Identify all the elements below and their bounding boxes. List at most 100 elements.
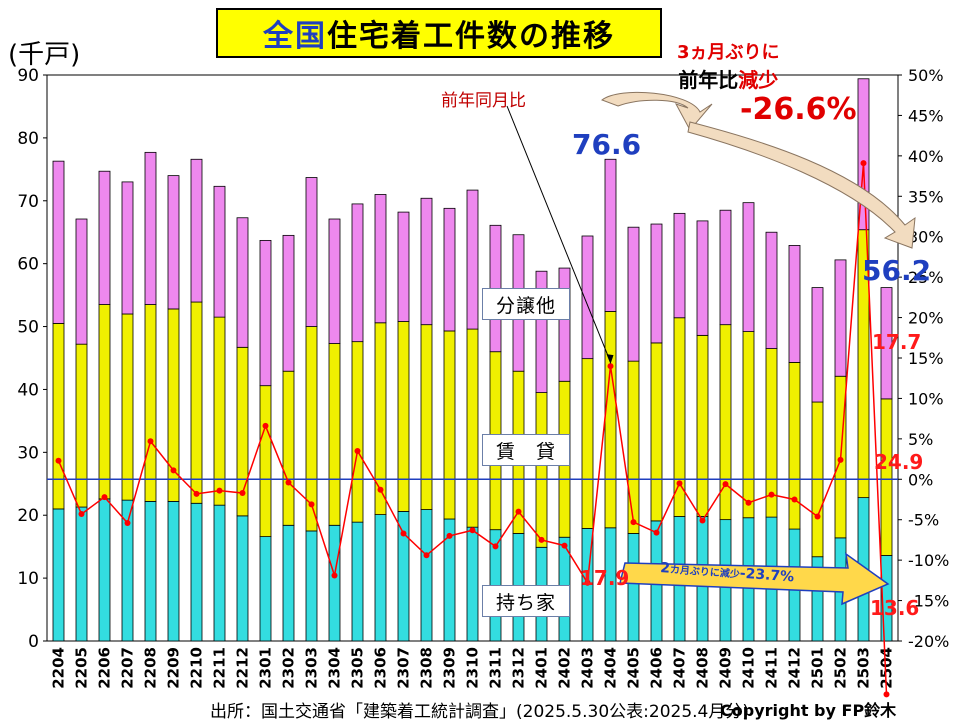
title-main: 住宅着工件数の推移 (327, 19, 615, 54)
yoy-point (561, 542, 568, 549)
yoy-point (607, 363, 614, 370)
bar-bunjo (443, 207, 456, 332)
bar-mochiie (75, 506, 88, 642)
x-tick-label: 2406 (648, 647, 666, 689)
x-tick-label: 2412 (786, 647, 804, 689)
bar-bunjo (581, 235, 594, 360)
bar-mochiie (305, 530, 318, 642)
copyright: Copyright by FP鈴木 (720, 701, 897, 720)
bar-chintai (420, 324, 433, 510)
callout-line2-b: 減少 (738, 68, 779, 92)
callout-line2: 前年比減少 (677, 64, 780, 93)
x-tick-label: 2312 (510, 647, 528, 689)
y2-tick-label: 50% (908, 66, 944, 85)
y-tick-label: 70 (17, 192, 39, 212)
bar-bunjo (328, 218, 341, 344)
x-tick-label: 2204 (50, 647, 68, 689)
y2-tick-label: -10% (908, 551, 949, 570)
yoy-point (584, 579, 591, 586)
source-note: 出所：国土交通省「建築着工統計調査」(2025.5.30公表:2025.4月分) (210, 702, 749, 722)
label-mochiie: 持ち家 (482, 585, 570, 617)
bar-bunjo (696, 220, 709, 336)
yoy-point (78, 511, 85, 518)
bar-chintai (650, 342, 663, 522)
yoy-point (492, 543, 499, 550)
bar-bunjo (788, 245, 801, 363)
y-tick-label: 90 (17, 66, 39, 86)
bar-mochiie (213, 504, 226, 642)
bar-bunjo (52, 160, 65, 324)
bar-bunjo (98, 170, 111, 305)
x-tick-label: 2302 (280, 647, 298, 689)
x-tick-label: 2410 (740, 647, 758, 689)
yoy-point (124, 519, 131, 526)
bar-bunjo (627, 226, 640, 362)
y-tick-label: 60 (17, 255, 39, 275)
yoy-point (377, 486, 384, 493)
bar-bunjo (144, 151, 157, 305)
title-prefix: 全国 (263, 19, 327, 54)
yoy-point (216, 487, 223, 494)
y2-tick-label: -15% (908, 592, 949, 611)
yoy-point (446, 532, 453, 539)
y-tick-label: 20 (17, 506, 39, 526)
yoy-point (722, 481, 729, 488)
x-tick-label: 2211 (211, 647, 229, 689)
x-tick-label: 2303 (303, 647, 321, 689)
x-tick-label: 2210 (188, 647, 206, 689)
y-tick-label: 0 (28, 632, 39, 652)
bar-chintai (627, 360, 640, 534)
yoy-point (331, 572, 338, 579)
bar-bunjo (121, 181, 134, 315)
yoy-point (883, 691, 890, 698)
bar-chintai (259, 385, 272, 538)
x-tick-label: 2405 (625, 647, 643, 689)
bar-chintai (374, 322, 387, 515)
x-tick-label: 2209 (165, 647, 183, 689)
callout-line1: 3ヵ月ぶりに (677, 42, 780, 63)
yoy-leader-arrowhead (606, 354, 614, 365)
x-tick-label: 2307 (395, 647, 413, 689)
callout-value: -26.6% (740, 92, 857, 127)
bar-mochiie (466, 526, 479, 642)
annotation-total-2404: 76.6 (572, 128, 642, 161)
bar-bunjo (282, 234, 295, 372)
bar-bunjo (420, 197, 433, 326)
bar-chintai (190, 301, 203, 504)
bar-bunjo (857, 78, 870, 231)
y2-tick-label: 20% (908, 309, 944, 328)
annotation-total-2504: 56.2 (862, 254, 932, 287)
bar-mochiie (144, 500, 157, 642)
x-tick-label: 2411 (763, 647, 781, 689)
bar-chintai (535, 392, 548, 548)
y2-tick-label: 45% (908, 106, 944, 125)
x-tick-label: 2404 (602, 647, 620, 689)
yoy-point (193, 490, 200, 497)
y2-tick-label: -5% (908, 511, 939, 530)
bar-chintai (466, 328, 479, 528)
x-tick-label: 2308 (418, 647, 436, 689)
y2-tick-label: 0% (908, 470, 933, 489)
bar-bunjo (558, 267, 571, 382)
x-tick-label: 2402 (556, 647, 574, 689)
annotation-mochiie-2403: 17.9 (580, 566, 630, 590)
x-tick-label: 2304 (326, 647, 344, 689)
bar-bunjo (305, 177, 318, 327)
yoy-point (170, 467, 177, 474)
yoy-point (768, 491, 775, 498)
annotation-chintai-2504: 24.9 (874, 450, 924, 474)
bar-bunjo (351, 203, 364, 343)
bar-chintai (397, 321, 410, 512)
y2-tick-label: 25% (908, 268, 944, 287)
yoy-point (101, 494, 108, 501)
y2-tick-label: 30% (908, 228, 944, 247)
bar-chintai (52, 323, 65, 510)
x-tick-label: 2301 (257, 647, 275, 689)
bar-chintai (282, 370, 295, 526)
bar-mochiie (98, 498, 111, 642)
yoy-point (285, 479, 292, 486)
bar-chintai (351, 341, 364, 523)
yoy-point (630, 519, 637, 526)
y2-tick-label: 10% (908, 389, 944, 408)
bar-bunjo (259, 239, 272, 387)
